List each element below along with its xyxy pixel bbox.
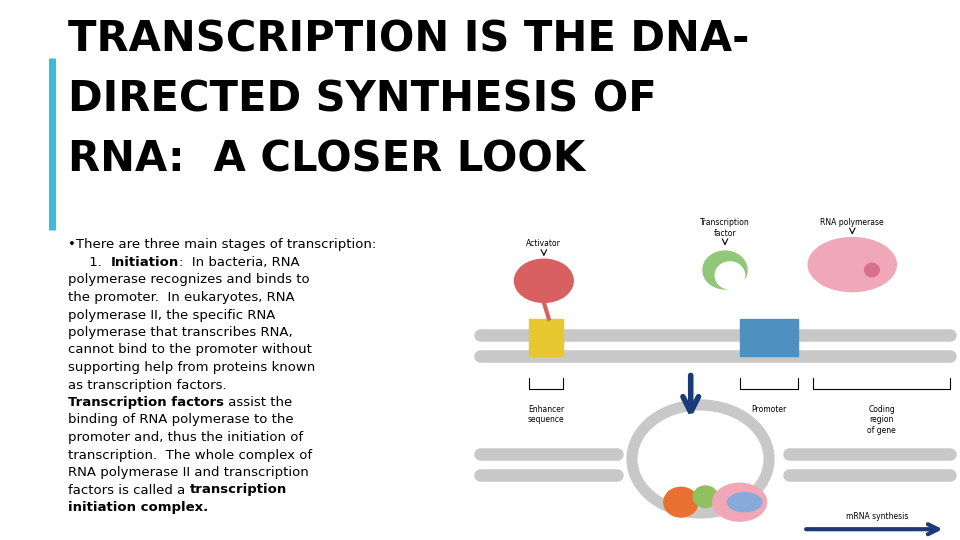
Ellipse shape	[703, 251, 747, 289]
Text: as transcription factors.: as transcription factors.	[68, 379, 227, 392]
Ellipse shape	[808, 238, 897, 292]
Ellipse shape	[728, 492, 761, 511]
Text: the promoter.  In eukaryotes, RNA: the promoter. In eukaryotes, RNA	[68, 291, 295, 304]
Text: polymerase II, the specific RNA: polymerase II, the specific RNA	[68, 308, 276, 321]
Ellipse shape	[515, 259, 573, 302]
Ellipse shape	[715, 262, 745, 289]
Text: polymerase that transcribes RNA,: polymerase that transcribes RNA,	[68, 326, 293, 339]
Text: RNA polymerase: RNA polymerase	[821, 218, 884, 227]
Text: 1.: 1.	[68, 256, 110, 269]
Text: Transcription factors: Transcription factors	[68, 396, 224, 409]
Text: Activator: Activator	[526, 239, 562, 248]
Ellipse shape	[712, 483, 767, 521]
Text: assist the: assist the	[224, 396, 292, 409]
Bar	[529, 319, 564, 356]
Text: RNA polymerase II and transcription: RNA polymerase II and transcription	[68, 466, 309, 479]
Text: TRANSCRIPTION IS THE DNA-: TRANSCRIPTION IS THE DNA-	[68, 18, 750, 60]
Text: cannot bind to the promoter without: cannot bind to the promoter without	[68, 343, 312, 356]
Text: •There are three main stages of transcription:: •There are three main stages of transcri…	[68, 238, 376, 251]
Text: polymerase recognizes and binds to: polymerase recognizes and binds to	[68, 273, 310, 287]
Text: transcription: transcription	[189, 483, 287, 496]
Text: Enhancer
sequence: Enhancer sequence	[528, 405, 564, 424]
Text: :  In bacteria, RNA: : In bacteria, RNA	[179, 256, 300, 269]
Text: initiation complex.: initiation complex.	[68, 501, 208, 514]
Text: DIRECTED SYNTHESIS OF: DIRECTED SYNTHESIS OF	[68, 78, 657, 120]
Text: RNA:  A CLOSER LOOK: RNA: A CLOSER LOOK	[68, 138, 586, 180]
Text: binding of RNA polymerase to the: binding of RNA polymerase to the	[68, 414, 294, 427]
Bar	[739, 319, 799, 356]
Text: supporting help from proteins known: supporting help from proteins known	[68, 361, 315, 374]
Text: mRNA synthesis: mRNA synthesis	[846, 512, 908, 521]
Ellipse shape	[693, 486, 718, 508]
Text: Initiation: Initiation	[110, 256, 179, 269]
Text: factors is called a: factors is called a	[68, 483, 189, 496]
Text: Coding
region
of gene: Coding region of gene	[867, 405, 896, 435]
Text: Promoter: Promoter	[752, 405, 786, 414]
Ellipse shape	[639, 413, 761, 505]
Text: Transcription
factor: Transcription factor	[700, 218, 750, 238]
Text: transcription.  The whole complex of: transcription. The whole complex of	[68, 449, 312, 462]
Ellipse shape	[663, 487, 698, 517]
Ellipse shape	[865, 263, 879, 276]
Text: promoter and, thus the initiation of: promoter and, thus the initiation of	[68, 431, 303, 444]
